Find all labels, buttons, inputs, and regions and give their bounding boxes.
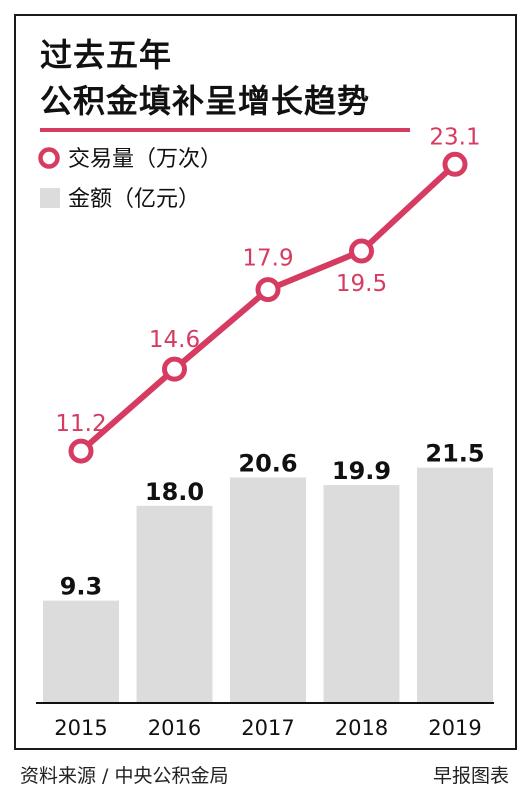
chart-title-line2: 公积金填补呈增长趋势 (40, 82, 371, 120)
bar-2019 (417, 467, 493, 702)
credit-note: 早报图表 (432, 765, 509, 787)
title-underline (40, 128, 410, 132)
line-point-2016 (162, 356, 187, 382)
chart-title-line1: 过去五年 (40, 36, 173, 74)
line-point-2015 (68, 438, 94, 464)
bar-value-label-2016: 18.0 (145, 478, 204, 506)
bar-2016 (136, 505, 213, 702)
line-value-label-2016: 14.6 (149, 327, 200, 353)
legend-label-amount: 金额（亿元） (68, 187, 200, 212)
line-point-2019 (442, 151, 468, 177)
bar-2018 (323, 485, 400, 702)
bar-value-label-2017: 20.6 (238, 449, 297, 477)
legend-ring-marker (38, 147, 60, 169)
bar-value-label-2019: 21.5 (425, 440, 484, 468)
legend-label-trade-volume: 交易量（万次） (68, 147, 222, 172)
line-value-label-2015: 11.2 (55, 411, 106, 437)
bar-2017 (230, 477, 306, 702)
source-note: 资料来源 / 中央公积金局 (20, 765, 229, 787)
line-value-label-2019: 23.1 (429, 124, 480, 150)
x-tick-label-2015: 2015 (54, 716, 107, 740)
line-value-label-2017: 17.9 (242, 246, 293, 272)
line-value-label-2018: 19.5 (336, 271, 387, 297)
bar-2015 (43, 600, 119, 702)
line-point-2017 (255, 277, 281, 303)
x-tick-label-2018: 2018 (335, 716, 388, 740)
bar-value-label-2018: 19.9 (332, 457, 391, 485)
bar-value-label-2015: 9.3 (60, 573, 103, 601)
x-tick-label-2016: 2016 (148, 716, 201, 740)
chart-frame (14, 14, 517, 750)
legend-square-marker (40, 188, 60, 208)
line-point-2018 (349, 238, 374, 264)
x-tick-label-2017: 2017 (241, 716, 294, 740)
x-tick-label-2019: 2019 (428, 716, 481, 740)
